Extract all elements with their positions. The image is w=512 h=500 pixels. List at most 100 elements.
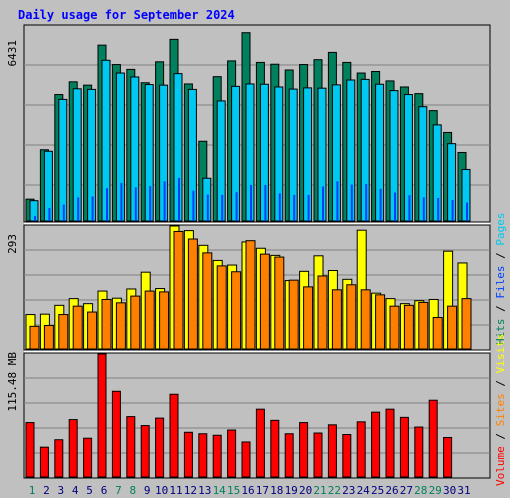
- bar-pages-day-25: [379, 188, 382, 221]
- bar-volume-day-29: [428, 399, 438, 478]
- x-tick-label-day-11: 11: [169, 484, 182, 497]
- bar-volume-day-8: [126, 416, 136, 478]
- panel-border: [23, 24, 491, 223]
- bar-pages-day-14: [221, 194, 224, 221]
- bar-pages-day-3: [62, 204, 65, 221]
- bar-sites-day-13: [202, 252, 213, 350]
- bar-volume-day-5: [83, 437, 93, 478]
- x-tick-label-day-26: 26: [385, 484, 398, 497]
- bar-pages-day-15: [235, 192, 238, 221]
- y-max-label: 115.48 MB: [6, 352, 19, 412]
- bar-pages-day-22: [336, 181, 339, 221]
- bar-sites-day-30: [447, 305, 458, 350]
- legend-item-visits: Visits: [494, 334, 507, 374]
- bar-volume-day-1: [25, 422, 35, 478]
- bar-sites-day-24: [360, 289, 371, 350]
- bar-pages-day-8: [134, 187, 137, 221]
- bar-volume-day-6: [97, 353, 107, 478]
- bar-sites-day-3: [58, 314, 69, 350]
- x-tick-label-day-7: 7: [115, 484, 122, 497]
- bar-volume-day-28: [414, 426, 424, 478]
- bar-volume-day-27: [399, 416, 409, 478]
- x-tick-label-day-20: 20: [299, 484, 312, 497]
- x-tick-label-day-30: 30: [443, 484, 456, 497]
- x-tick-label-day-4: 4: [72, 484, 79, 497]
- panel-separator: [24, 350, 490, 353]
- x-tick-label-day-14: 14: [213, 484, 227, 497]
- x-tick-label-day-17: 17: [256, 484, 269, 497]
- bar-pages-day-5: [91, 196, 94, 221]
- bar-sites-day-27: [403, 304, 414, 350]
- bar-volume-day-25: [371, 411, 381, 478]
- bar-sites-day-8: [130, 295, 141, 350]
- bar-sites-day-16: [245, 240, 256, 350]
- x-tick-label-day-6: 6: [101, 484, 108, 497]
- bar-sites-day-14: [216, 265, 227, 350]
- chart-panel-hits-files-pages: 6431: [6, 24, 491, 223]
- bar-volume-day-30: [443, 436, 453, 478]
- bar-volume-day-22: [327, 424, 337, 478]
- bar-volume-day-17: [255, 408, 265, 478]
- bar-pages-day-17: [264, 184, 267, 221]
- x-tick-label-day-13: 13: [198, 484, 211, 497]
- bar-volume-day-19: [284, 433, 294, 478]
- bar-pages-day-21: [322, 186, 324, 221]
- chart-panel-visits-sites: 293: [6, 224, 491, 351]
- bar-files-day-3: [58, 98, 68, 222]
- x-tick-label-day-25: 25: [371, 484, 384, 497]
- chart-title: Daily usage for September 2024: [18, 8, 235, 22]
- bar-pages-day-10: [163, 181, 166, 221]
- bar-sites-day-29: [432, 317, 443, 350]
- bar-sites-day-25: [375, 294, 386, 350]
- panel-border: [23, 352, 491, 479]
- bar-sites-day-6: [101, 298, 112, 350]
- panel-separator: [24, 222, 490, 225]
- panel-border: [23, 224, 491, 351]
- legend-separator: /: [494, 246, 507, 266]
- bar-pages-day-26: [394, 192, 396, 221]
- bar-volume-day-2: [39, 446, 49, 478]
- chart-panel-volume: 115.48 MB: [6, 352, 491, 479]
- x-tick-label-day-28: 28: [414, 484, 427, 497]
- x-tick-label-day-9: 9: [144, 484, 151, 497]
- bar-pages-day-19: [293, 194, 296, 221]
- bar-volume-day-14: [212, 434, 222, 478]
- bar-pages-day-2: [48, 207, 51, 221]
- x-tick-label-day-24: 24: [357, 484, 371, 497]
- x-tick-label-day-27: 27: [400, 484, 413, 497]
- bar-volume-day-23: [342, 434, 352, 478]
- x-tick-label-day-19: 19: [285, 484, 298, 497]
- bar-volume-day-9: [140, 425, 150, 478]
- bar-volume-day-12: [183, 431, 193, 478]
- legend-item-sites: Sites: [494, 393, 507, 426]
- bar-sites-day-28: [418, 301, 429, 350]
- bar-sites-day-4: [72, 305, 83, 350]
- bar-sites-day-1: [29, 325, 40, 350]
- legend-item-files: Files: [494, 266, 507, 299]
- bar-volume-day-26: [385, 408, 395, 478]
- x-tick-label-day-8: 8: [129, 484, 136, 497]
- bar-volume-day-20: [299, 422, 309, 478]
- bar-pages-day-16: [250, 184, 252, 221]
- bar-sites-day-18: [274, 256, 285, 350]
- x-tick-label-day-15: 15: [227, 484, 240, 497]
- x-tick-label-day-23: 23: [342, 484, 355, 497]
- bar-sites-day-10: [159, 291, 170, 350]
- bar-volume-day-4: [68, 419, 78, 478]
- bar-sites-day-21: [317, 275, 328, 350]
- legend-separator: /: [494, 426, 507, 446]
- bar-pages-day-24: [365, 184, 368, 221]
- bar-sites-day-12: [187, 238, 198, 350]
- x-tick-label-day-16: 16: [241, 484, 254, 497]
- y-max-label: 293: [6, 234, 19, 254]
- bar-volume-day-13: [198, 433, 208, 478]
- x-tick-label-day-3: 3: [57, 484, 64, 497]
- bar-pages-day-1: [34, 216, 36, 221]
- bar-sites-day-2: [43, 324, 54, 350]
- bar-pages-day-27: [408, 195, 411, 221]
- x-tick-label-day-18: 18: [270, 484, 283, 497]
- bar-sites-day-17: [259, 253, 270, 350]
- bar-pages-day-7: [120, 182, 123, 221]
- x-tick-label-day-29: 29: [429, 484, 442, 497]
